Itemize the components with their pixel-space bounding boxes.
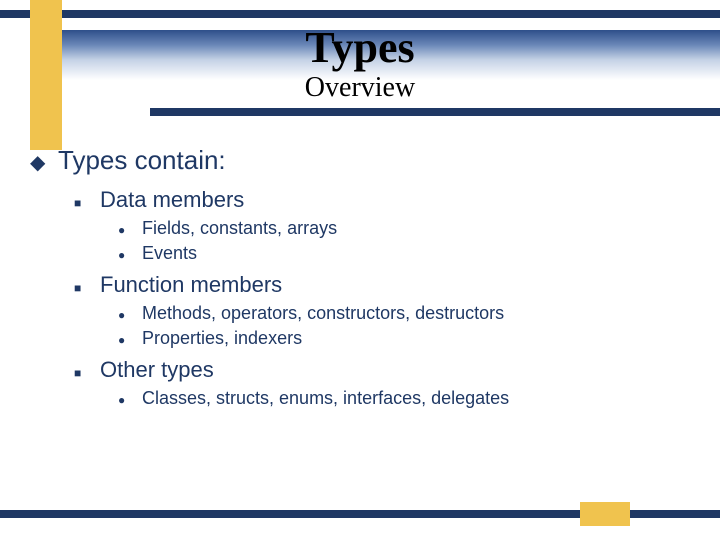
square-bullet-icon: ■ xyxy=(74,362,100,384)
slide-content: ◆ Types contain: ■ Data members ● Fields… xyxy=(30,145,690,409)
bullet-lvl3: ● Events xyxy=(118,243,690,264)
circle-bullet-icon: ● xyxy=(118,221,142,239)
circle-bullet-icon: ● xyxy=(118,246,142,264)
lvl3-text: Events xyxy=(142,243,197,264)
bullet-lvl3: ● Methods, operators, constructors, dest… xyxy=(118,303,690,324)
lvl3-text: Fields, constants, arrays xyxy=(142,218,337,239)
square-bullet-icon: ■ xyxy=(74,192,100,214)
bullet-lvl3: ● Classes, structs, enums, interfaces, d… xyxy=(118,388,690,409)
slide-subtitle: Overview xyxy=(0,72,720,104)
slide: Types Overview ◆ Types contain: ■ Data m… xyxy=(0,0,720,540)
lvl3-text: Methods, operators, constructors, destru… xyxy=(142,303,504,324)
diamond-bullet-icon: ◆ xyxy=(30,149,58,177)
circle-bullet-icon: ● xyxy=(118,306,142,324)
bullet-lvl2: ■ Other types xyxy=(74,357,690,384)
bullet-lvl3: ● Fields, constants, arrays xyxy=(118,218,690,239)
circle-bullet-icon: ● xyxy=(118,331,142,349)
square-bullet-icon: ■ xyxy=(74,277,100,299)
lvl2-text: Other types xyxy=(100,357,214,383)
bullet-lvl3: ● Properties, indexers xyxy=(118,328,690,349)
bullet-lvl2: ■ Data members xyxy=(74,187,690,214)
slide-title: Types xyxy=(0,22,720,73)
lvl2-text: Data members xyxy=(100,187,244,213)
circle-bullet-icon: ● xyxy=(118,391,142,409)
lvl3-text: Properties, indexers xyxy=(142,328,302,349)
lvl2-text: Function members xyxy=(100,272,282,298)
lvl3-text: Classes, structs, enums, interfaces, del… xyxy=(142,388,509,409)
top-divider xyxy=(0,10,720,18)
accent-bottom-yellow xyxy=(580,502,630,526)
title-underline xyxy=(150,108,720,116)
bullet-lvl2: ■ Function members xyxy=(74,272,690,299)
bullet-lvl1: ◆ Types contain: xyxy=(30,145,690,177)
lvl1-text: Types contain: xyxy=(58,145,226,176)
